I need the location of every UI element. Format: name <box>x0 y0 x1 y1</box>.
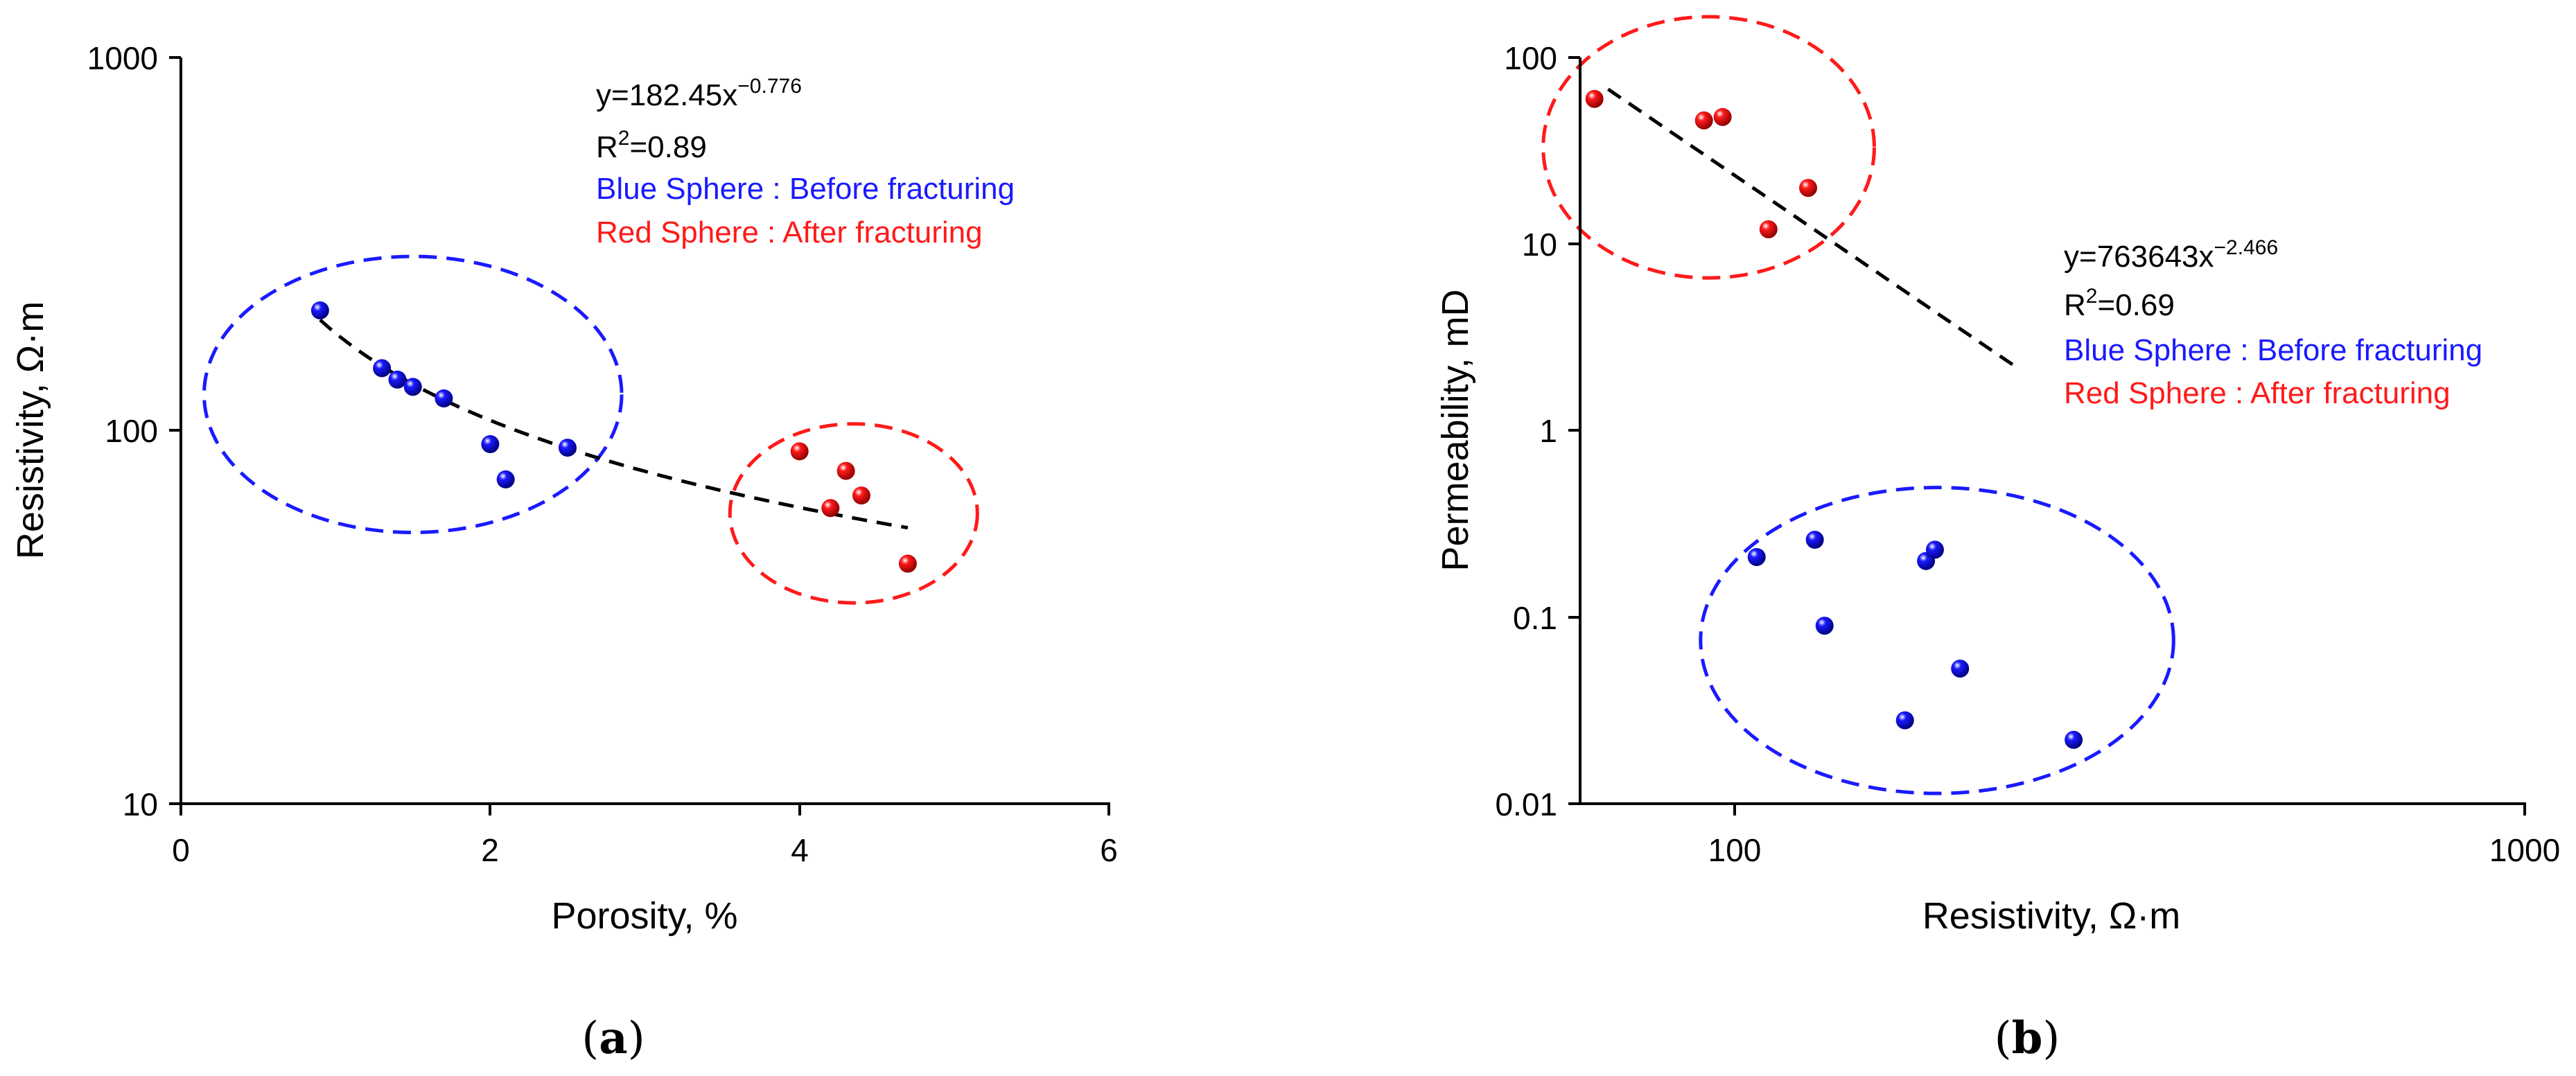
chart-a-legend-before: Blue Sphere : Before fracturing <box>596 172 1015 206</box>
chart-b-legend-before: Blue Sphere : Before fracturing <box>2064 333 2482 367</box>
chart-b-trendline <box>1606 87 2015 367</box>
chart-a-clusters <box>202 254 979 605</box>
chart-a-point-before <box>558 439 577 457</box>
chart-a-cluster-after <box>728 422 979 605</box>
chart-a-equation: y=182.45x−0.776 <box>596 75 802 112</box>
chart-a-r2-value: =0.89 <box>629 130 706 164</box>
chart-a-point-before <box>403 378 422 396</box>
chart-b-cluster-after <box>1541 15 1876 280</box>
chart-a-point-after <box>821 499 840 518</box>
chart-a-point-before <box>310 301 329 319</box>
chart-a-equation-exponent: −0.776 <box>737 75 802 98</box>
chart-a-point-after <box>852 486 870 505</box>
chart-a-y-tick-label: 1000 <box>87 40 158 76</box>
panel-label-b: (b) <box>1995 1012 2060 1064</box>
panel-label-b-letter: b <box>2012 1012 2043 1064</box>
panel-label-a: (a) <box>581 1012 645 1064</box>
chart-a-y-tick-label: 10 <box>123 786 158 822</box>
chart-b-r2-sup: 2 <box>2086 285 2098 308</box>
chart-b-y-axis-title: Permeability, mD <box>1435 289 1476 571</box>
chart-a-x-axis-title: Porosity, % <box>551 895 737 937</box>
chart-b-point-before <box>2065 730 2083 749</box>
chart-b-point-before <box>1805 531 1824 549</box>
chart-b-y-tick-label: 0.01 <box>1495 786 1557 822</box>
chart-b-point-before <box>1925 540 1944 559</box>
chart-b-point-before <box>1747 547 1766 566</box>
chart-b-point-after <box>1759 220 1778 238</box>
panel-label-a-letter: a <box>599 1012 627 1064</box>
chart-a-point-before <box>481 435 500 454</box>
chart-a-x-tick-label: 2 <box>481 832 499 868</box>
chart-a-points <box>310 301 917 573</box>
chart-b: 0.01 0.1 1 10 100 100 1000 Resistivity, … <box>1435 15 2560 937</box>
chart-a-r2-sup: 2 <box>618 127 630 150</box>
chart-b-point-after <box>1694 111 1713 130</box>
chart-a-point-before <box>373 359 392 378</box>
chart-b-point-after <box>1585 89 1604 108</box>
chart-a-y-tick-label: 100 <box>105 413 158 449</box>
chart-a-point-after <box>790 442 809 461</box>
chart-b-x-tick-label: 100 <box>1708 832 1762 868</box>
chart-b-r-squared: R2=0.69 <box>2064 285 2175 322</box>
chart-a-x-tick-label: 6 <box>1100 832 1118 868</box>
chart-b-point-after <box>1799 179 1818 197</box>
chart-a-trendline <box>319 318 909 530</box>
chart-b-equation-exponent: −2.466 <box>2214 236 2279 259</box>
chart-a-point-after <box>898 554 917 573</box>
panel-label-b-open: ( <box>1995 1013 2012 1064</box>
chart-a-point-before <box>388 370 407 389</box>
chart-a-x-tick-label: 0 <box>172 832 190 868</box>
panel-label-a-open: ( <box>581 1013 599 1064</box>
chart-a-x-tick-label: 4 <box>791 832 809 868</box>
chart-b-legend-after: Red Sphere : After fracturing <box>2064 376 2451 410</box>
chart-b-equation: y=763643x−2.466 <box>2064 236 2278 274</box>
chart-b-equation-base: y=763643x <box>2064 240 2214 274</box>
chart-b-point-before <box>1815 617 1834 635</box>
chart-a-cluster-before <box>202 254 624 535</box>
chart-b-cluster-before <box>1699 486 2175 795</box>
chart-b-point-after <box>1713 107 1732 126</box>
chart-b-r2-value: =0.69 <box>2097 288 2174 322</box>
chart-a-r2-prefix: R <box>596 130 618 164</box>
chart-a-r-squared: R2=0.89 <box>596 127 707 164</box>
chart-a-equation-base: y=182.45x <box>596 78 737 112</box>
chart-b-y-tick-label: 0.1 <box>1513 600 1557 636</box>
chart-a-y-axis-title: Resistivity, Ω·m <box>10 301 51 559</box>
chart-b-y-tick-label: 1 <box>1539 413 1557 449</box>
chart-a: 10 100 1000 0 2 4 6 Porosity, % Resistiv… <box>10 40 1118 937</box>
chart-b-y-tick-label: 10 <box>1522 227 1557 263</box>
chart-a-point-before <box>496 470 515 488</box>
chart-b-x-axis-title: Resistivity, Ω·m <box>1922 895 2180 937</box>
chart-b-point-before <box>1895 711 1914 730</box>
chart-a-point-after <box>836 461 855 480</box>
chart-b-clusters <box>1541 15 2175 795</box>
panel-label-b-close: ) <box>2042 1013 2060 1064</box>
chart-b-x-tick-label: 1000 <box>2489 832 2560 868</box>
chart-b-y-tick-label: 100 <box>1504 40 1557 76</box>
chart-a-point-before <box>435 389 453 407</box>
chart-b-r2-prefix: R <box>2064 288 2086 322</box>
chart-b-points <box>1585 89 2083 749</box>
chart-a-legend-after: Red Sphere : After fracturing <box>596 215 983 249</box>
panel-label-a-close: ) <box>628 1013 645 1064</box>
chart-b-point-before <box>1951 659 1970 678</box>
